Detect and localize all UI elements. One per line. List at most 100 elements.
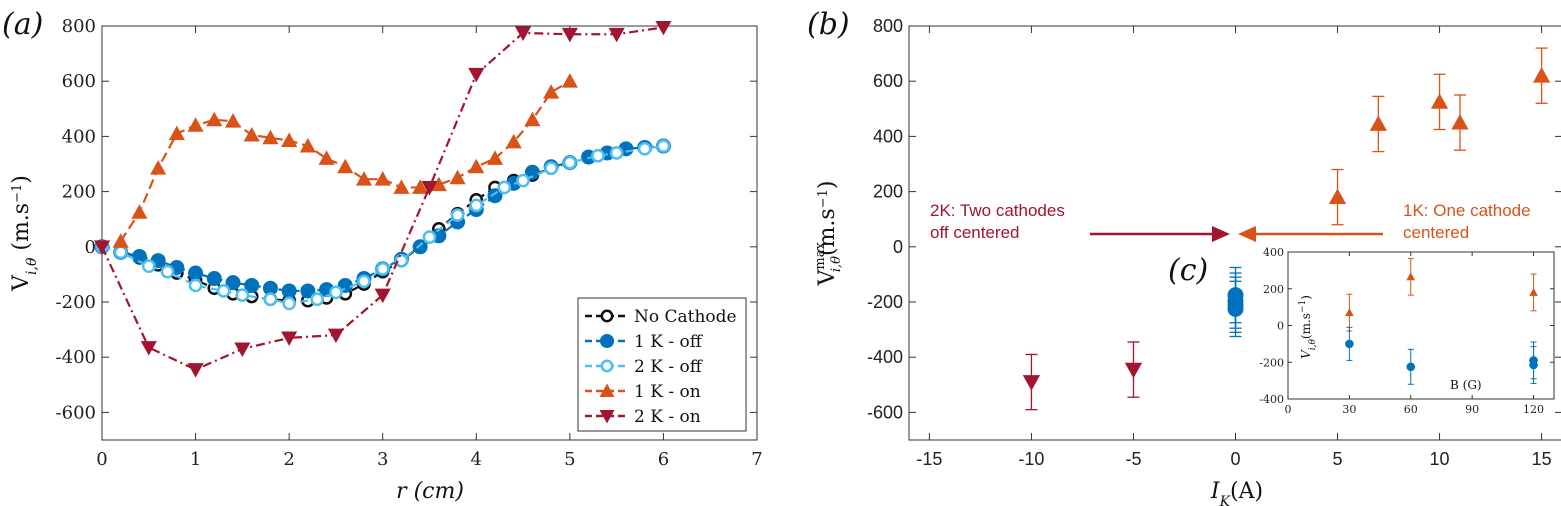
legend-label: 1 K - on	[634, 382, 701, 402]
data-point-2-k-on	[374, 288, 391, 304]
annotation-1k: 1K: One cathode centered	[1238, 201, 1531, 242]
legend-entry-1-k-on: 1 K - on	[585, 382, 701, 402]
data-point-1-k-on	[168, 125, 185, 141]
y-tick-label: -200	[867, 292, 903, 312]
data-point-2-k-on	[140, 341, 157, 356]
y-tick-label: -400	[56, 347, 96, 368]
data-point-2k-on	[1022, 375, 1041, 391]
data-point-1-k-on	[412, 179, 429, 194]
panel-a-label: (a)	[2, 7, 43, 42]
y-tick-label: 200	[873, 182, 903, 202]
x-tick-label: 4	[471, 449, 482, 470]
legend-marker	[600, 334, 614, 348]
data-point-1k-on	[1369, 115, 1387, 131]
data-point-1-k-on	[337, 158, 354, 174]
data-point-2-k-off	[357, 274, 371, 289]
data-point-1-k-on	[430, 176, 447, 192]
x-tick-label: 1	[190, 449, 201, 470]
data-point-2-k-off	[160, 264, 175, 279]
data-point-2-k-off	[216, 284, 231, 298]
data-point-2-k-off	[497, 180, 512, 195]
legend-entry-1-k-off: 1 K - off	[585, 332, 704, 352]
data-point-1-k-off	[281, 283, 297, 299]
y-tick-label: 0	[85, 237, 96, 258]
data-point-2-k-on	[561, 27, 578, 43]
data-point-2-k-off	[450, 208, 465, 222]
data-point-2-k-on	[93, 240, 111, 255]
x-tick-label: 0	[1230, 449, 1240, 469]
legend-entry-2-k-off: 2 K - off	[585, 357, 704, 377]
y-tick-label: 200	[1263, 283, 1284, 296]
data-point-2-k-off	[656, 139, 671, 153]
data-point-2-k-on	[515, 26, 532, 41]
legend-label: 2 K - on	[634, 407, 701, 427]
series-no-cathode	[95, 155, 577, 308]
y-tick-label: 200	[62, 182, 96, 203]
y-tick-label: -200	[1259, 356, 1284, 369]
data-point-1-k-off	[206, 271, 222, 287]
data-point-1-k-on	[112, 233, 129, 248]
data-point-2-k-off	[141, 259, 156, 273]
series-off	[1227, 266, 1244, 338]
data-point-2-k-on	[655, 20, 672, 36]
data-point-2-k-off	[310, 292, 325, 307]
data-point-1-k-on	[131, 204, 148, 219]
x-tick-label: 0	[1285, 403, 1292, 416]
x-tick-label: 60	[1404, 403, 1418, 416]
y-tick-label: 400	[873, 126, 903, 146]
series-2-k-on	[93, 20, 672, 378]
y-tick-label: 400	[62, 126, 96, 147]
x-tick-label: 120	[1523, 403, 1544, 416]
x-tick-label: 15	[1532, 449, 1552, 469]
data-point-2-k-off	[235, 288, 250, 302]
data-point-2-k-off	[282, 296, 296, 311]
data-point-1-k-on	[355, 171, 373, 186]
panel-a-frame	[101, 25, 758, 441]
data-point-1-k-on	[505, 133, 522, 149]
panel-a-xlabel: r (cm)	[396, 479, 464, 504]
data-point-1-k-on	[543, 84, 560, 99]
data-point-1-k-on	[524, 111, 541, 127]
inset-data-point-on	[1406, 272, 1416, 281]
x-tick-label: -15	[916, 449, 942, 469]
data-point-1k-on	[1328, 188, 1347, 205]
legend-marker	[599, 383, 615, 397]
legend: No Cathode 1 K - off 2 K - off 1 K - on 2 K …	[577, 297, 747, 432]
data-point-2-k-on	[468, 67, 485, 83]
inset-series-off	[1345, 326, 1538, 385]
series-2-k-off	[95, 139, 671, 311]
data-point-2-k-off	[591, 148, 605, 163]
data-point-2-k-off	[263, 292, 278, 307]
inset-data-point-off	[1406, 362, 1416, 372]
data-point-1-k-on	[393, 179, 410, 194]
y-tick-label: -600	[56, 402, 96, 423]
annotation-2k-line1: 2K: Two cathodes	[930, 201, 1065, 220]
data-point-1-k-off	[412, 239, 428, 255]
legend-marker	[599, 410, 615, 424]
data-point-2-k-off	[329, 285, 343, 300]
data-point-1-k-on	[187, 117, 204, 132]
x-tick-label: 10	[1430, 449, 1450, 469]
y-tick-label: 800	[873, 16, 903, 36]
x-tick-label: 90	[1465, 403, 1479, 416]
data-point-1-k-on	[374, 171, 391, 186]
data-point-1-k-on	[299, 138, 316, 153]
panel-a: (a) 0 1 2 3 4 5 6 7 -600 -400 -200 0 200 400 600 800 r …	[2, 7, 763, 504]
inset-data-point-off	[1345, 339, 1354, 349]
data-point-1-k-off	[225, 275, 241, 291]
panel-c-label: (c)	[1168, 253, 1208, 288]
data-point-1-k-on	[318, 150, 335, 165]
data-point-2-k-off	[375, 262, 390, 276]
data-point-1k-on	[1451, 113, 1469, 130]
panel-b-label: (b)	[807, 7, 850, 42]
x-tick-label: -10	[1018, 449, 1044, 469]
data-point-2-k-off	[637, 141, 652, 156]
panel-c-xlabel: B (G)	[1450, 378, 1482, 392]
inset-data-point-on	[1529, 288, 1538, 296]
data-point-1-k-on	[206, 111, 223, 127]
data-point-2-k-off	[544, 161, 558, 175]
inset-data-point-on	[1345, 308, 1354, 317]
y-tick-label: -400	[867, 347, 903, 367]
